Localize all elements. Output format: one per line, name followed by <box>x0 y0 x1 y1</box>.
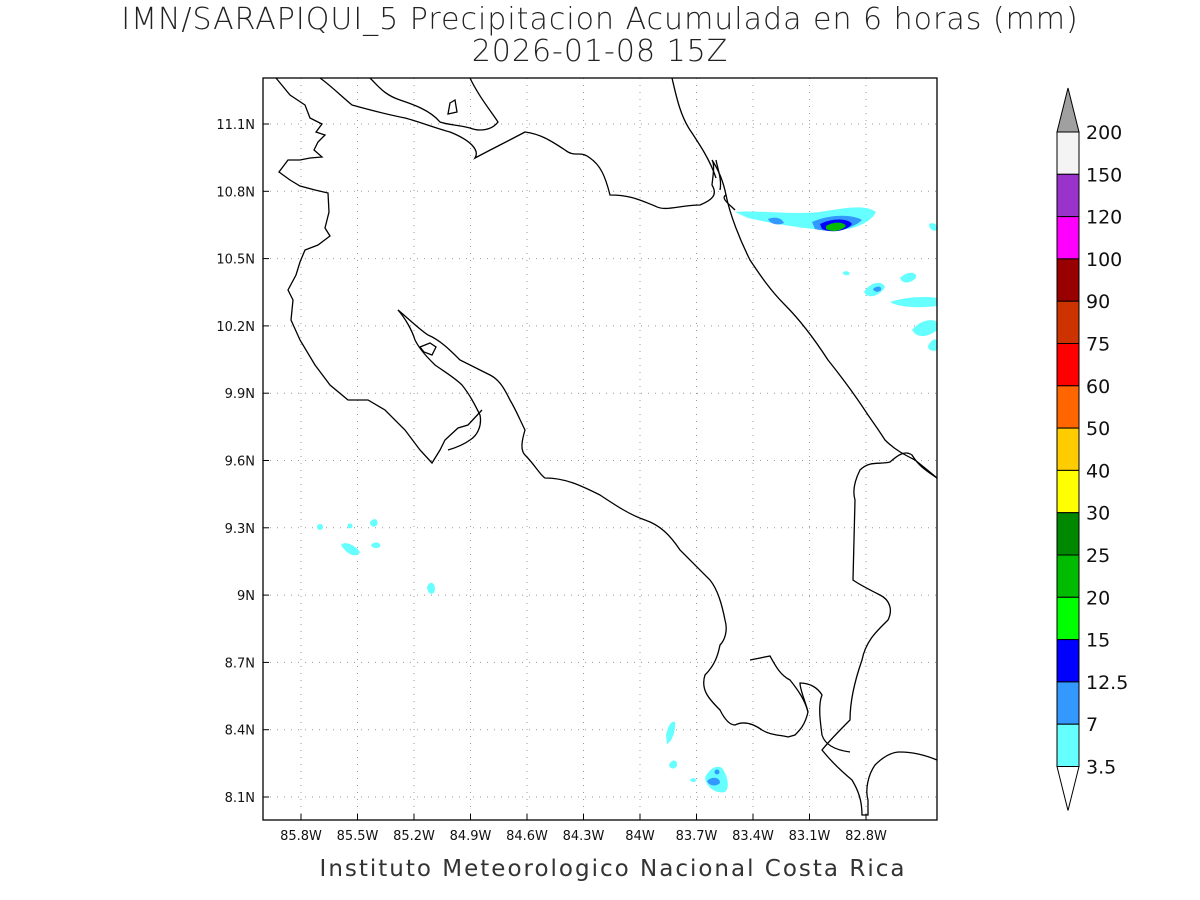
colorbar-segment <box>1056 216 1080 260</box>
colorbar-label: 15 <box>1086 630 1110 652</box>
colorbar-label: 120 <box>1086 207 1122 229</box>
lon-tick-label: 83.4W <box>732 829 774 844</box>
lat-tick-label: 9N <box>237 589 255 604</box>
precip-light-area <box>370 519 378 527</box>
colorbar-label: 12.5 <box>1086 672 1128 694</box>
lon-tick-label: 85.2W <box>393 829 435 844</box>
colorbar-top-arrow <box>1056 87 1080 133</box>
precip-light-area <box>890 297 937 308</box>
precipitation-areas <box>317 207 938 793</box>
colorbar-label: 75 <box>1086 334 1110 356</box>
map-plot-area <box>263 78 937 820</box>
colorbar-segment <box>1056 639 1080 683</box>
colorbar-label: 100 <box>1086 249 1122 271</box>
colorbar-label: 25 <box>1086 545 1110 567</box>
colorbar-segment <box>1056 343 1080 387</box>
lake-arenal <box>418 342 437 356</box>
precip-light-area <box>371 542 381 549</box>
map-frame <box>262 77 938 821</box>
map-grid <box>263 78 937 820</box>
lon-tick-label: 84.9W <box>450 829 492 844</box>
colorbar-label: 200 <box>1086 122 1122 144</box>
pacific-coast <box>397 309 482 451</box>
colorbar-label: 20 <box>1086 587 1110 609</box>
nicoya-gulf <box>397 309 789 738</box>
caribbean-coast <box>725 194 938 479</box>
footer-credit: Instituto Meteorologico Nacional Costa R… <box>319 856 907 882</box>
map-title: IMN/SARAPIQUI_5 Precipitacion Acumulada … <box>121 2 1079 37</box>
panama-border <box>821 452 938 816</box>
colorbar-bottom-arrow <box>1056 766 1080 811</box>
map-date: 2026-01-08 15Z <box>471 34 729 69</box>
precip-light-area <box>912 320 937 337</box>
precip-medium-area <box>714 769 720 775</box>
colorbar-segment <box>1056 300 1080 345</box>
colorbar-segment <box>1056 723 1080 768</box>
colorbar: 200 150 120 100 90 75 60 50 40 30 25 20 15 12.5 7 3.5 <box>1056 87 1128 811</box>
precip-light-area <box>427 582 435 594</box>
lon-tick-label: 84W <box>625 829 655 844</box>
colorbar-segment <box>1056 512 1080 556</box>
colorbar-label: 150 <box>1086 164 1122 186</box>
osa-peninsula <box>749 655 809 738</box>
colorbar-label: 40 <box>1086 460 1110 482</box>
nicaragua-border <box>275 77 483 465</box>
colorbar-label: 90 <box>1086 291 1110 313</box>
colorbar-segment <box>1056 131 1080 175</box>
precip-peak-area <box>826 222 846 231</box>
lon-tick-label: 84.3W <box>563 829 605 844</box>
colorbar-segment <box>1056 258 1080 302</box>
lat-tick-label: 8.7N <box>225 656 255 671</box>
lat-tick-label: 11.1N <box>216 118 255 133</box>
lat-tick-label: 10.2N <box>216 320 255 335</box>
colorbar-label: 30 <box>1086 503 1110 525</box>
north-coast <box>319 77 736 211</box>
colorbar-segment <box>1056 385 1080 429</box>
colorbar-segment <box>1056 469 1080 514</box>
lon-tick-label: 83.1W <box>789 829 831 844</box>
colorbar-label: 7 <box>1086 714 1098 736</box>
lat-tick-label: 9.3N <box>225 522 255 537</box>
precip-medium-area <box>873 286 882 292</box>
lat-tick-label: 8.4N <box>225 724 255 739</box>
precip-light-area <box>341 543 360 556</box>
lat-tick-label: 8.1N <box>225 791 255 806</box>
map-axes: 85.8W 85.5W 85.2W 84.9W 84.6W 84.3W 84W 83.7W 83… <box>216 118 887 844</box>
lat-tick-label: 9.6N <box>225 455 255 470</box>
lon-tick-label: 84.6W <box>506 829 548 844</box>
precip-light-area <box>666 721 676 744</box>
golfo-dulce <box>799 682 851 753</box>
lon-tick-label: 83.7W <box>676 829 718 844</box>
coastline <box>275 77 938 816</box>
lake-nicaragua-edge <box>369 77 499 131</box>
colorbar-label: 60 <box>1086 376 1110 398</box>
precip-light-area <box>900 272 917 283</box>
precip-medium-area <box>707 777 720 786</box>
precip-light-area <box>842 271 850 276</box>
colorbar-segment <box>1056 554 1080 598</box>
precip-light-area <box>347 523 353 529</box>
north-sea-inlet <box>671 77 717 179</box>
precip-light-area <box>690 778 697 783</box>
caribbean-small-inlet <box>715 159 722 191</box>
lat-tick-label: 10.8N <box>216 185 255 200</box>
precip-light-area <box>669 760 678 769</box>
lon-tick-label: 82.8W <box>845 829 887 844</box>
colorbar-segment <box>1056 681 1080 725</box>
lat-tick-label: 9.9N <box>225 387 255 402</box>
colorbar-label: 3.5 <box>1086 757 1116 779</box>
lon-tick-label: 85.5W <box>337 829 379 844</box>
precip-light-area <box>928 339 937 351</box>
colorbar-label: 50 <box>1086 418 1110 440</box>
lat-tick-label: 10.5N <box>216 253 255 268</box>
colorbar-segment <box>1056 427 1080 471</box>
precip-light-area <box>317 524 323 530</box>
precip-medium-area <box>768 217 784 225</box>
lake-island <box>447 98 458 115</box>
colorbar-segment <box>1056 173 1080 218</box>
precip-light-area <box>929 223 938 231</box>
colorbar-segment <box>1056 596 1080 641</box>
lon-tick-label: 85.8W <box>280 829 322 844</box>
